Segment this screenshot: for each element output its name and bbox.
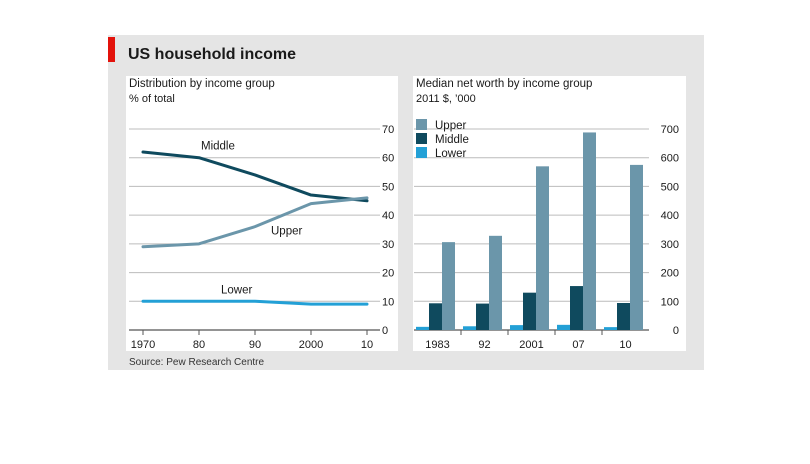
x-tick-label: 10 [619,339,631,351]
y-tick-label: 30 [382,239,394,251]
y-tick-label: 600 [661,153,679,165]
y-tick-label: 300 [661,239,679,251]
x-tick-label: 1983 [425,339,449,351]
x-tick-label: 2000 [299,339,323,351]
bar-chart-panel: Median net worth by income group 2011 $,… [413,76,686,351]
y-tick-label: 0 [382,325,388,337]
bar [630,164,643,330]
line-chart: 0 10 20 30 40 50 60 70 1970 80 90 2000 10 Middle Upper… [129,124,394,351]
bar [557,324,570,330]
bar [510,325,523,330]
bar-chart-subtitle: 2011 $, ’000 [416,93,476,105]
line-chart-title: Distribution by income group [129,78,275,90]
x-tick-label: 92 [478,339,490,351]
bar-chart: 0 100 200 300 400 500 600 700 1983 92 2001 07 10 Uppe… [414,119,679,351]
y-tick-label: 700 [661,124,679,136]
bar [442,242,455,330]
line-chart-panel: Distribution by income group % of total … [126,76,398,351]
bar [416,326,429,330]
y-tick-label: 70 [382,124,394,136]
x-tick-label: 80 [193,339,205,351]
legend-swatch [416,133,427,144]
bar [536,166,549,330]
legend-swatch [416,119,427,130]
x-tick-label: 10 [361,339,373,351]
x-tick-label: 90 [249,339,261,351]
x-tick-label: 1970 [131,339,155,351]
legend-label: Lower [435,148,466,160]
y-tick-label: 50 [382,181,394,193]
y-tick-label: 100 [661,296,679,308]
bar [476,303,489,330]
bar [604,327,617,330]
y-tick-label: 500 [661,181,679,193]
series-label: Lower [221,284,252,296]
y-tick-label: 60 [382,153,394,165]
bar [429,303,442,330]
bar [463,326,476,330]
y-tick-label: 0 [673,325,679,337]
y-tick-label: 40 [382,210,394,222]
series-label: Upper [271,226,302,238]
source-note: Source: Pew Research Centre [129,357,265,368]
line-chart-subtitle: % of total [129,93,175,105]
legend-label: Upper [435,120,466,132]
bar-chart-title: Median net worth by income group [416,78,593,90]
legend-label: Middle [435,134,469,146]
y-tick-label: 10 [382,296,394,308]
bar [570,286,583,330]
bar [617,303,630,330]
main-title: US household income [128,46,297,63]
y-tick-label: 400 [661,210,679,222]
series-line [141,196,369,249]
y-tick-label: 20 [382,268,394,280]
series-label: Middle [201,141,235,153]
accent-bar [108,37,115,62]
series-line [141,150,369,203]
bar [489,235,502,330]
legend-swatch [416,147,427,158]
bar [583,132,596,330]
x-tick-label: 2001 [519,339,543,351]
bar [523,292,536,330]
x-tick-label: 07 [572,339,584,351]
series-line [141,299,369,306]
y-tick-label: 200 [661,268,679,280]
